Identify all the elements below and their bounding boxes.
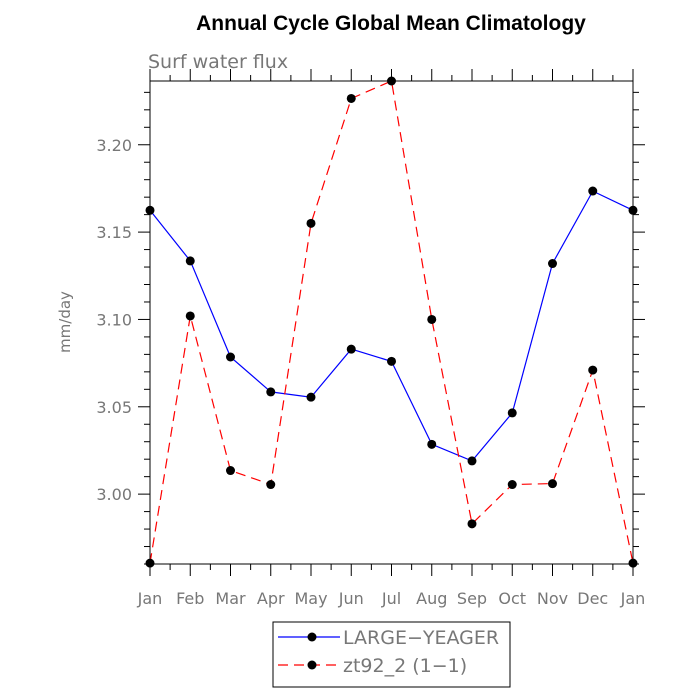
x-tick-label: Feb [176,589,204,608]
y-tick-label: 3.15 [96,223,132,242]
y-tick-label: 3.05 [96,398,132,417]
y-ticks: 3.00 3.05 3.10 3.15 3.20 [96,91,645,565]
series-point [628,205,638,215]
x-tick-label: Jul [381,589,401,608]
series-point [226,352,235,362]
legend-marker [307,632,317,642]
legend-label: zt92_2 (1−1) [343,655,467,677]
series-point [346,93,356,103]
series-point [548,259,557,269]
x-tick-label: Apr [257,589,285,608]
series-point [387,356,396,366]
series-point [306,218,316,228]
legend-label: LARGE−YEAGER [343,627,499,649]
series-point [266,387,276,397]
y-tick-label: 3.00 [96,485,132,504]
series-point [387,76,396,86]
series-point [145,558,155,568]
series-point [185,256,195,266]
series-point [185,311,195,321]
series-point [306,392,316,402]
legend: LARGE−YEAGER zt92_2 (1−1) [272,621,511,688]
series-point [427,314,437,324]
series-point [266,480,276,490]
x-ticks: Jan Feb Mar Apr May Jun Jul Aug Sep Oct Nov Dec Jan [137,69,646,608]
series-point [548,479,557,489]
series-point [467,456,477,466]
series-line [149,80,634,564]
series-point [507,408,517,418]
series-point [507,480,517,490]
x-tick-label: Nov [537,589,568,608]
series-point [628,558,638,568]
x-tick-label: Jun [338,589,364,608]
y-tick-label: 3.10 [96,310,132,329]
chart-title: Annual Cycle Global Mean Climatology [196,12,586,35]
series-point [145,205,155,215]
x-tick-label: Dec [577,589,608,608]
plot-frame [149,80,634,565]
y-axis-label: mm/day [56,291,74,353]
series-line [149,190,634,462]
series-point [226,466,235,476]
x-tick-label: Jan [620,589,646,608]
x-tick-label: Aug [416,589,447,608]
series-point [588,365,598,375]
series-point [427,439,437,449]
series-point [588,186,598,196]
x-tick-label: May [294,589,327,608]
chart-subtitle: Surf water flux [148,51,288,73]
x-tick-label: Mar [215,589,246,608]
x-tick-label: Oct [498,589,526,608]
x-tick-label: Jan [137,589,163,608]
legend-marker [307,660,317,670]
x-tick-label: Sep [457,589,487,608]
series-point [346,344,356,354]
y-tick-label: 3.20 [96,136,132,155]
series-lines [145,76,638,568]
series-point [467,519,477,529]
